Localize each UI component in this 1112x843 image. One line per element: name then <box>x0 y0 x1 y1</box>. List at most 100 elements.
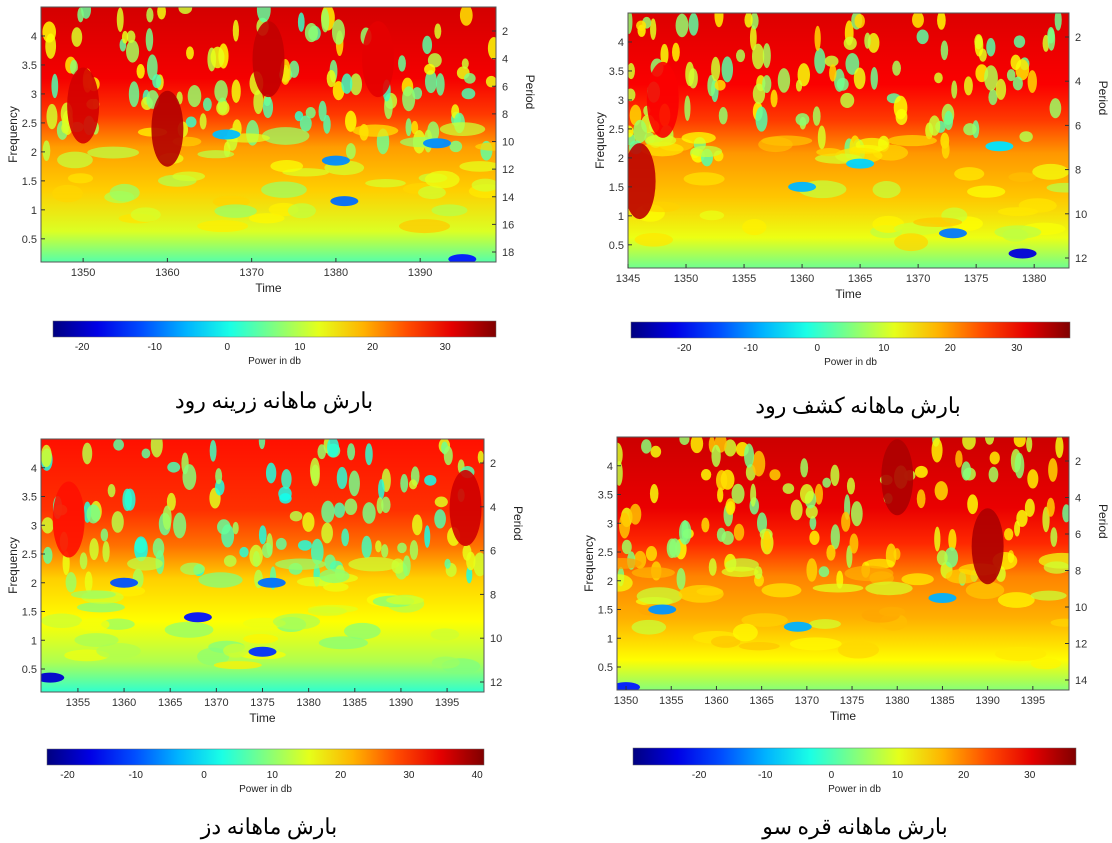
texture-spot <box>617 461 623 486</box>
texture-spot <box>849 533 859 554</box>
texture-band <box>645 134 677 147</box>
texture-spot <box>961 461 972 481</box>
texture-band <box>721 566 759 578</box>
texture-spot <box>41 444 52 468</box>
texture-spot <box>1062 504 1069 523</box>
texture-spot <box>61 122 70 134</box>
texture-spot <box>178 7 193 15</box>
texture-spot <box>304 23 318 43</box>
x-tick-label: 1395 <box>435 697 459 709</box>
x-axis-label: Time <box>835 287 862 301</box>
texture-band <box>386 595 425 605</box>
texture-band <box>87 146 140 159</box>
texture-spot <box>714 13 724 28</box>
texture-spot <box>650 445 662 458</box>
texture-spot <box>477 450 484 464</box>
texture-band <box>67 173 94 184</box>
colorbar-tick-label: 30 <box>1024 770 1036 781</box>
texture-spot <box>173 512 187 539</box>
x-tick-label: 1370 <box>239 267 263 279</box>
texture-spot <box>841 511 851 532</box>
texture-spot <box>348 470 360 497</box>
texture-spot <box>700 468 712 481</box>
texture-spot <box>217 519 231 535</box>
texture-spot <box>321 522 333 544</box>
texture-spot <box>733 523 745 541</box>
colorbar-tick-label: 10 <box>294 342 306 353</box>
texture-spot <box>725 498 736 516</box>
texture-spot <box>864 32 871 49</box>
texture-spot <box>824 55 839 67</box>
texture-spot <box>995 78 1007 100</box>
texture-spot <box>944 110 954 131</box>
texture-spot <box>826 544 836 561</box>
texture-spot <box>321 8 330 33</box>
texture-spot <box>641 439 652 454</box>
texture-spot <box>944 547 959 568</box>
y-tick-label: 3.5 <box>609 66 624 78</box>
texture-spot <box>378 479 385 500</box>
texture-spot <box>86 504 101 524</box>
period-tick-label: 12 <box>1075 639 1087 651</box>
colorbar-tick-label: 10 <box>267 770 279 781</box>
texture-band <box>837 641 880 659</box>
y-tick-label: 2.5 <box>598 547 613 559</box>
texture-spot <box>628 13 633 34</box>
texture-spot <box>1026 437 1033 453</box>
period-axis-label: Period <box>511 506 525 541</box>
period-tick-label: 18 <box>502 247 514 259</box>
texture-band <box>812 583 864 593</box>
period-tick-label: 10 <box>502 137 514 149</box>
texture-spot <box>853 67 866 90</box>
texture-spot <box>69 59 78 75</box>
colorbar-tick-label: 10 <box>892 770 904 781</box>
texture-spot <box>121 30 129 44</box>
texture-spot <box>1027 70 1037 94</box>
panel-caption: بارش ماهانه دز <box>200 814 337 840</box>
texture-spot <box>708 558 717 576</box>
texture-spot <box>1050 527 1058 547</box>
texture-spot <box>116 7 124 32</box>
texture-spot <box>289 511 303 522</box>
x-tick-label: 1370 <box>906 273 930 285</box>
coldspot-mark <box>846 158 875 169</box>
texture-spot <box>473 552 484 577</box>
texture-spot <box>398 55 406 72</box>
texture-spot <box>679 437 690 445</box>
texture-spot <box>974 34 983 50</box>
coldspot-mark <box>783 621 812 632</box>
colorbar <box>630 321 1071 339</box>
texture-spot <box>345 143 356 160</box>
texture-band <box>197 220 249 233</box>
hotspot-mark <box>52 481 85 558</box>
texture-spot <box>1010 54 1021 71</box>
colorbar-tick-label: 0 <box>225 342 231 353</box>
x-tick-label: 1355 <box>66 697 90 709</box>
texture-spot <box>323 115 331 134</box>
texture-band <box>1032 163 1069 180</box>
y-tick-label: 2.5 <box>22 118 37 130</box>
texture-spot <box>487 37 496 60</box>
hotspot-mark <box>252 21 285 98</box>
texture-band <box>872 181 901 199</box>
texture-spot <box>162 505 172 530</box>
texture-band <box>70 590 116 599</box>
texture-spot <box>762 75 772 93</box>
colorbar-tick-label: 0 <box>829 770 835 781</box>
texture-band <box>1050 618 1069 627</box>
texture-band <box>439 122 486 137</box>
y-tick-label: 2 <box>607 576 613 588</box>
texture-spot <box>636 20 647 31</box>
texture-spot <box>281 469 292 489</box>
texture-spot <box>684 95 691 122</box>
period-tick-label: 4 <box>1075 76 1081 88</box>
texture-spot <box>1013 35 1026 48</box>
x-tick-label: 1390 <box>389 697 413 709</box>
texture-spot <box>381 544 389 558</box>
texture-spot <box>336 466 348 490</box>
texture-spot <box>42 21 57 43</box>
texture-spot <box>1046 497 1055 517</box>
texture-spot <box>327 439 340 458</box>
texture-band <box>995 646 1047 662</box>
texture-spot <box>711 444 721 468</box>
